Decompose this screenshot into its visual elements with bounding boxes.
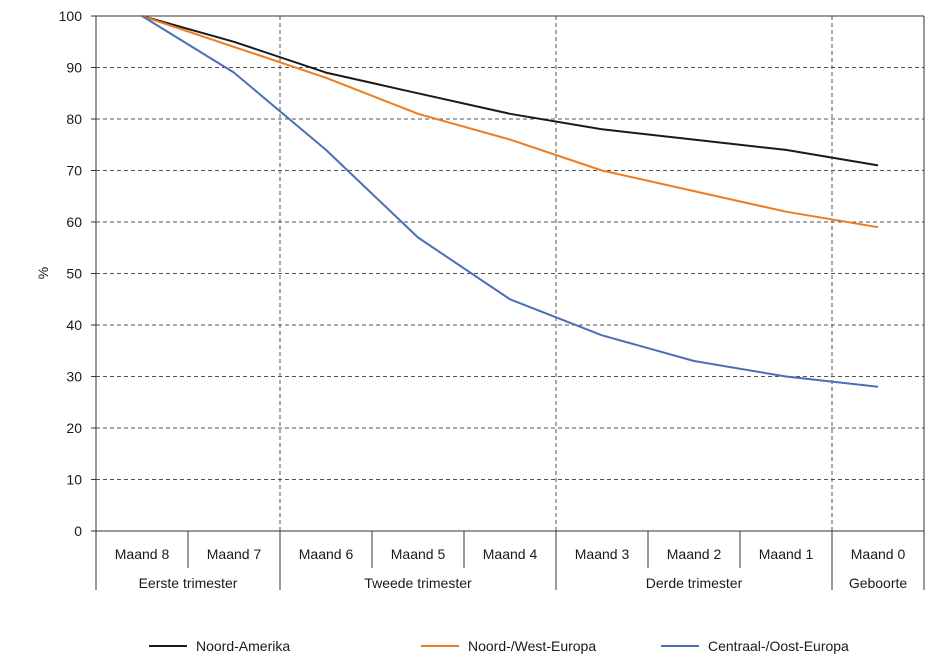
x-group-label: Geboorte (849, 575, 908, 591)
x-group-label: Eerste trimester (139, 575, 238, 591)
series-line (141, 15, 879, 167)
y-axis-label: % (35, 267, 51, 279)
y-tick-label: 100 (59, 8, 83, 24)
x-category-label: Maand 4 (483, 546, 538, 562)
legend: Noord-Amerika Noord-/West-Europa Centraal-… (149, 638, 849, 654)
x-group-label: Tweede trimester (364, 575, 472, 591)
y-tick-label: 50 (66, 266, 82, 282)
legend-label: Noord-/West-Europa (468, 638, 596, 654)
y-tick-label: 80 (66, 111, 82, 127)
gridlines (96, 15, 924, 480)
legend-label: Centraal-/Oost-Europa (708, 638, 849, 654)
y-tick-label: 30 (66, 369, 82, 385)
x-category-label: Maand 3 (575, 546, 630, 562)
y-tick-label: 70 (66, 163, 82, 179)
x-axis-groups: Eerste trimester Tweede trimester Derde tr… (139, 531, 908, 591)
x-axis-categories: Maand 8 Maand 7 Maand 6 Maand 5 Maand 4 Maand… (115, 531, 906, 568)
x-category-label: Maand 8 (115, 546, 170, 562)
series-line (141, 15, 879, 229)
x-category-label: Maand 1 (759, 546, 814, 562)
x-category-label: Maand 5 (391, 546, 446, 562)
x-group-label: Derde trimester (646, 575, 743, 591)
series-lines (141, 15, 879, 388)
x-category-label: Maand 7 (207, 546, 262, 562)
y-axis-ticks: 0 10 20 30 40 50 60 70 80 90 100 (59, 8, 96, 539)
y-tick-label: 20 (66, 420, 82, 436)
trimester-dividers (279, 16, 833, 531)
y-tick-label: 60 (66, 214, 82, 230)
x-category-label: Maand 0 (851, 546, 906, 562)
series-line (141, 15, 879, 388)
y-tick-label: 0 (74, 523, 82, 539)
x-category-label: Maand 2 (667, 546, 722, 562)
axes (95, 15, 925, 590)
legend-label: Noord-Amerika (196, 638, 290, 654)
y-tick-label: 90 (66, 60, 82, 76)
y-tick-label: 40 (66, 317, 82, 333)
x-category-label: Maand 6 (299, 546, 354, 562)
y-tick-label: 10 (66, 472, 82, 488)
